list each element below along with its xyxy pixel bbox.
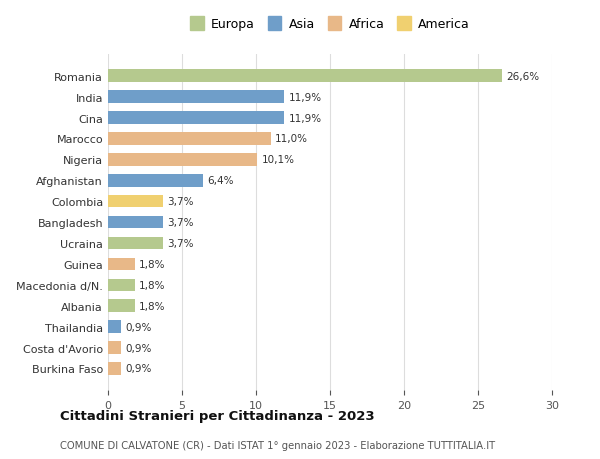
Bar [108,154,257,166]
Bar [108,112,284,124]
Bar [108,91,284,104]
Text: 1,8%: 1,8% [139,259,166,269]
Text: Cittadini Stranieri per Cittadinanza - 2023: Cittadini Stranieri per Cittadinanza - 2… [60,409,374,422]
Bar [108,196,163,208]
Text: 3,7%: 3,7% [167,218,194,228]
Legend: Europa, Asia, Africa, America: Europa, Asia, Africa, America [190,18,470,31]
Text: 3,7%: 3,7% [167,197,194,207]
Text: 3,7%: 3,7% [167,239,194,248]
Bar [108,300,134,312]
Text: COMUNE DI CALVATONE (CR) - Dati ISTAT 1° gennaio 2023 - Elaborazione TUTTITALIA.: COMUNE DI CALVATONE (CR) - Dati ISTAT 1°… [60,440,495,450]
Bar [108,216,163,229]
Bar [108,174,203,187]
Text: 6,4%: 6,4% [207,176,233,186]
Text: 0,9%: 0,9% [126,343,152,353]
Bar [108,321,121,333]
Text: 0,9%: 0,9% [126,322,152,332]
Bar [108,133,271,146]
Bar [108,258,134,271]
Text: 1,8%: 1,8% [139,280,166,290]
Text: 0,9%: 0,9% [126,364,152,374]
Text: 11,9%: 11,9% [289,113,322,123]
Text: 11,9%: 11,9% [289,92,322,102]
Text: 11,0%: 11,0% [275,134,308,144]
Bar [108,363,121,375]
Text: 10,1%: 10,1% [262,155,295,165]
Bar [108,341,121,354]
Bar [108,70,502,83]
Bar [108,279,134,291]
Text: 1,8%: 1,8% [139,301,166,311]
Bar [108,237,163,250]
Text: 26,6%: 26,6% [506,72,539,82]
